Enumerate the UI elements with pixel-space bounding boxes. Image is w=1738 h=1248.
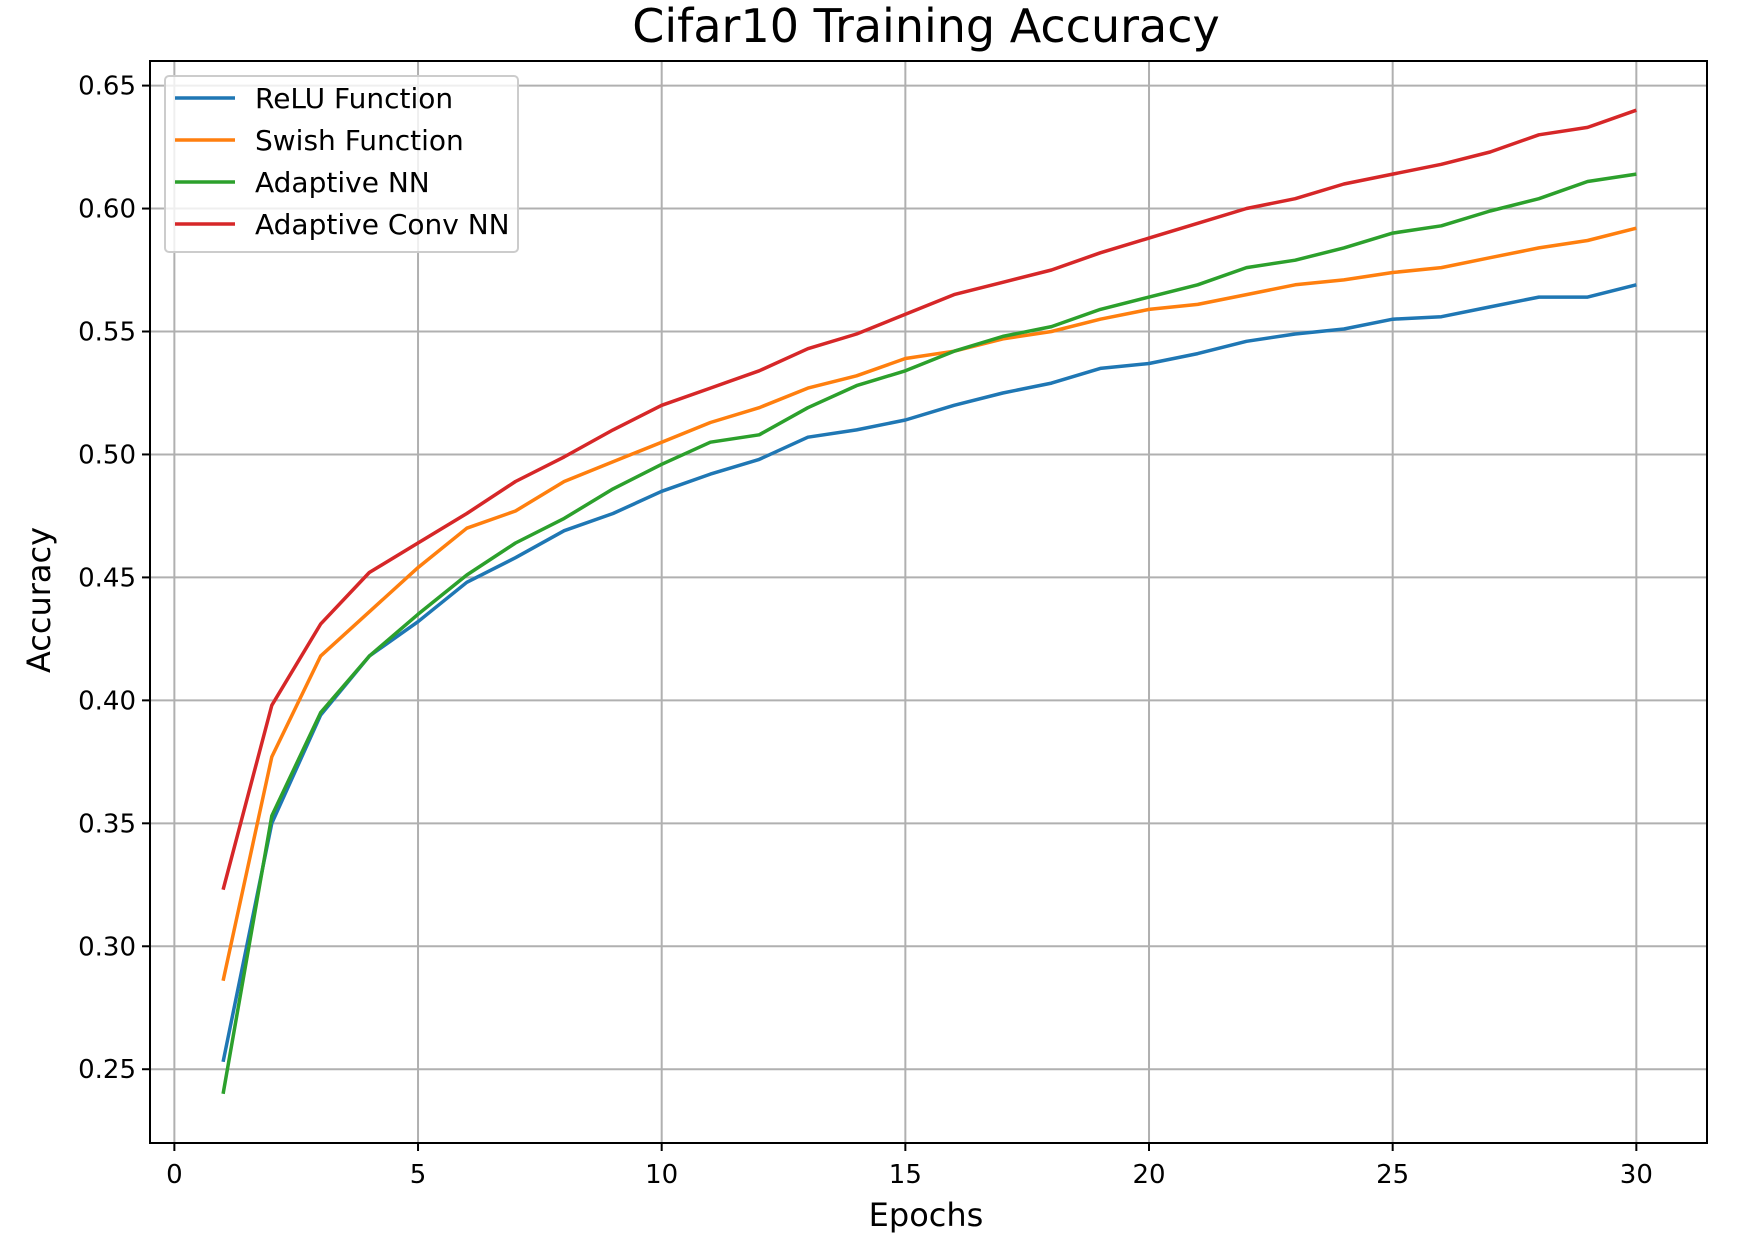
y-tick-label: 0.45	[78, 563, 136, 593]
legend-label-3: Adaptive NN	[255, 166, 430, 199]
grid-layer	[150, 61, 1707, 1143]
tick-layer: 0 5 10 15 20 25 30 0.25 0.30 0.35 0.40 0.45 0.50 0.55…	[78, 72, 1653, 1190]
y-tick-label: 0.55	[78, 318, 136, 348]
series-line-2	[221, 226, 1637, 982]
x-tick-label: 10	[645, 1160, 678, 1190]
y-axis-label: Accuracy	[20, 527, 58, 673]
y-tick-label: 0.65	[78, 72, 136, 102]
x-tick-label: 20	[1132, 1160, 1165, 1190]
legend-label-2: Swish Function	[255, 124, 464, 157]
x-axis-label: Epochs	[869, 1196, 984, 1234]
y-tick-label: 0.35	[78, 809, 136, 839]
series-line-1	[221, 283, 1637, 1063]
x-tick-label: 25	[1376, 1160, 1409, 1190]
x-tick-label: 30	[1620, 1160, 1653, 1190]
legend-box	[164, 75, 519, 253]
legend-label-1: ReLU Function	[255, 82, 453, 115]
series-line-3	[221, 172, 1637, 1095]
legend: ReLU Function Swish Function Adaptive NN Ad…	[164, 75, 519, 253]
y-tick-label: 0.40	[78, 686, 136, 716]
y-tick-label: 0.30	[78, 932, 136, 962]
x-tick-label: 15	[889, 1160, 922, 1190]
y-tick-label: 0.60	[78, 195, 136, 225]
y-tick-label: 0.50	[78, 440, 136, 470]
chart-title: Cifar10 Training Accuracy	[632, 0, 1220, 53]
series-layer	[221, 108, 1637, 1095]
plot-area-frame	[149, 60, 1708, 1144]
x-tick-label: 0	[166, 1160, 183, 1190]
y-tick-label: 0.25	[78, 1055, 136, 1085]
legend-label-4: Adaptive Conv NN	[255, 208, 510, 241]
series-line-4	[221, 108, 1637, 891]
x-tick-label: 5	[410, 1160, 427, 1190]
